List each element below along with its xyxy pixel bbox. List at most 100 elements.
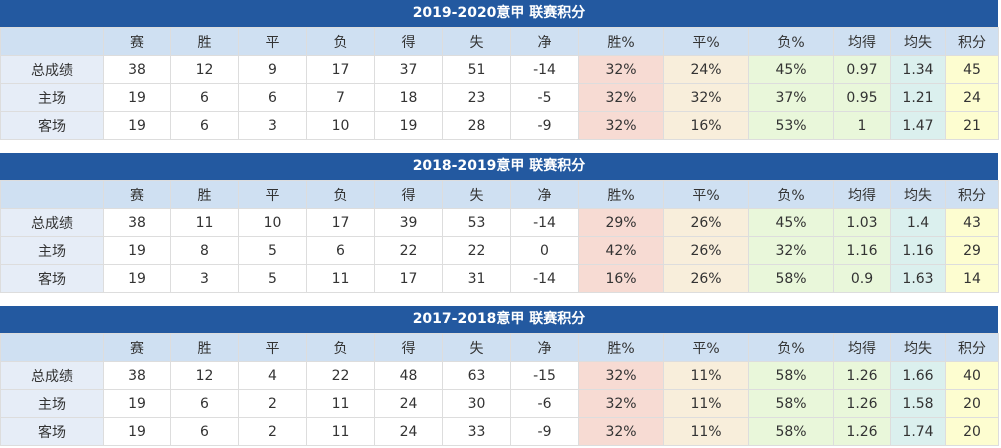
- header-avg-goals-against: 均失: [890, 333, 946, 362]
- cell-draw-pct: 24%: [663, 55, 749, 84]
- header-losses: 负: [306, 333, 375, 362]
- cell-losses: 22: [306, 361, 375, 390]
- cell-played: 19: [103, 417, 171, 446]
- header-win-pct: 胜%: [578, 333, 664, 362]
- cell-points: 21: [945, 111, 999, 140]
- cell-goal-diff: -14: [510, 208, 579, 237]
- cell-played: 19: [103, 111, 171, 140]
- header-goals-for: 得: [374, 27, 443, 56]
- standings-grid: 赛胜平负得失净胜% 平% 负% 均得 均失 积分 总成绩 38 12 9 17 37 51 -14 32% 2…: [0, 27, 999, 140]
- header-goals-against: 失: [442, 180, 511, 209]
- header-draw-pct: 平%: [663, 180, 749, 209]
- cell-losses: 10: [306, 111, 375, 140]
- cell-row-label: 总成绩: [0, 55, 104, 84]
- standings-grid: 赛胜平负得失净胜% 平% 负% 均得 均失 积分 总成绩 38 11 10 17 39 53 -14 29%…: [0, 180, 999, 293]
- cell-goal-diff: -14: [510, 55, 579, 84]
- header-goals-for: 得: [374, 180, 443, 209]
- header-avg-goals-for: 均得: [833, 27, 891, 56]
- cell-draws: 5: [238, 236, 307, 265]
- table-row: 客场 19 3 5 11 17 31 -14 16% 26% 58% 0.9 1.63 14: [0, 264, 999, 293]
- header-wins: 胜: [170, 27, 239, 56]
- cell-goals-against: 53: [442, 208, 511, 237]
- cell-draw-pct: 11%: [663, 417, 749, 446]
- cell-row-label: 客场: [0, 111, 104, 140]
- cell-goal-diff: -14: [510, 264, 579, 293]
- cell-wins: 6: [170, 417, 239, 446]
- cell-avg-goals-against: 1.63: [890, 264, 946, 293]
- cell-avg-goals-against: 1.16: [890, 236, 946, 265]
- header-goals-for: 得: [374, 333, 443, 362]
- cell-points: 43: [945, 208, 999, 237]
- cell-losses: 7: [306, 83, 375, 112]
- cell-draws: 4: [238, 361, 307, 390]
- header-row-label: [0, 180, 104, 209]
- header-goals-against: 失: [442, 27, 511, 56]
- cell-avg-goals-for: 1.26: [833, 389, 891, 418]
- cell-goals-for: 48: [374, 361, 443, 390]
- cell-goals-for: 24: [374, 389, 443, 418]
- table-title: 2019-2020意甲 联赛积分: [0, 0, 998, 27]
- cell-draw-pct: 26%: [663, 264, 749, 293]
- cell-win-pct: 32%: [578, 111, 664, 140]
- cell-wins: 12: [170, 361, 239, 390]
- table-title: 2017-2018意甲 联赛积分: [0, 306, 998, 333]
- cell-wins: 6: [170, 389, 239, 418]
- header-row-label: [0, 333, 104, 362]
- cell-row-label: 总成绩: [0, 208, 104, 237]
- cell-losses: 11: [306, 417, 375, 446]
- cell-goals-for: 37: [374, 55, 443, 84]
- cell-loss-pct: 58%: [748, 389, 834, 418]
- cell-goal-diff: 0: [510, 236, 579, 265]
- cell-goals-for: 24: [374, 417, 443, 446]
- cell-row-label: 客场: [0, 417, 104, 446]
- cell-wins: 11: [170, 208, 239, 237]
- cell-losses: 6: [306, 236, 375, 265]
- cell-draws: 2: [238, 417, 307, 446]
- cell-goals-against: 30: [442, 389, 511, 418]
- cell-points: 24: [945, 83, 999, 112]
- cell-played: 19: [103, 389, 171, 418]
- header-loss-pct: 负%: [748, 27, 834, 56]
- cell-avg-goals-against: 1.4: [890, 208, 946, 237]
- header-played: 赛: [103, 27, 171, 56]
- standings-table-2: 2017-2018意甲 联赛积分赛胜平负得失净胜% 平% 负% 均得 均失 积分 总成绩 38…: [0, 306, 999, 446]
- header-draws: 平: [238, 333, 307, 362]
- cell-avg-goals-against: 1.58: [890, 389, 946, 418]
- header-wins: 胜: [170, 333, 239, 362]
- table-row: 主场 19 6 2 11 24 30 -6 32% 11% 58% 1.26 1.58 20: [0, 389, 999, 418]
- cell-avg-goals-against: 1.47: [890, 111, 946, 140]
- cell-win-pct: 32%: [578, 361, 664, 390]
- header-draw-pct: 平%: [663, 27, 749, 56]
- cell-avg-goals-for: 0.97: [833, 55, 891, 84]
- cell-goals-against: 22: [442, 236, 511, 265]
- cell-row-label: 总成绩: [0, 361, 104, 390]
- cell-avg-goals-for: 1: [833, 111, 891, 140]
- cell-goals-for: 18: [374, 83, 443, 112]
- cell-win-pct: 16%: [578, 264, 664, 293]
- cell-played: 38: [103, 361, 171, 390]
- table-row: 总成绩 38 12 9 17 37 51 -14 32% 24% 45% 0.97 1.34 45: [0, 55, 999, 84]
- cell-points: 40: [945, 361, 999, 390]
- cell-played: 19: [103, 236, 171, 265]
- cell-draw-pct: 11%: [663, 389, 749, 418]
- cell-losses: 11: [306, 264, 375, 293]
- cell-goals-against: 51: [442, 55, 511, 84]
- cell-draws: 3: [238, 111, 307, 140]
- cell-avg-goals-for: 1.26: [833, 361, 891, 390]
- cell-loss-pct: 58%: [748, 264, 834, 293]
- header-goal-diff: 净: [510, 333, 579, 362]
- header-losses: 负: [306, 27, 375, 56]
- table-row: 客场 19 6 3 10 19 28 -9 32% 16% 53% 1 1.47 21: [0, 111, 999, 140]
- header-row: 赛胜平负得失净胜% 平% 负% 均得 均失 积分: [0, 180, 999, 209]
- cell-points: 14: [945, 264, 999, 293]
- cell-goals-against: 23: [442, 83, 511, 112]
- cell-draws: 5: [238, 264, 307, 293]
- cell-row-label: 主场: [0, 83, 104, 112]
- cell-loss-pct: 37%: [748, 83, 834, 112]
- table-row: 主场 19 8 5 6 22 22 0 42% 26% 32% 1.16 1.16 29: [0, 236, 999, 265]
- standings-grid: 赛胜平负得失净胜% 平% 负% 均得 均失 积分 总成绩 38 12 4 22 48 63 -15 32% 1…: [0, 333, 999, 446]
- cell-win-pct: 29%: [578, 208, 664, 237]
- header-draws: 平: [238, 180, 307, 209]
- header-points: 积分: [945, 333, 999, 362]
- cell-goals-against: 31: [442, 264, 511, 293]
